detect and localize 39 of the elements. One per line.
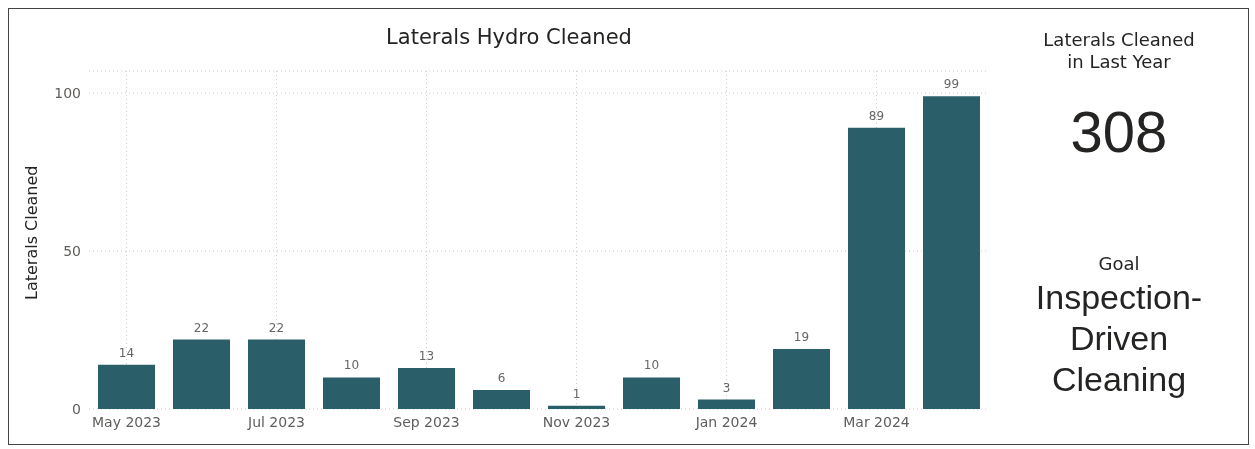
text: 308 [1069, 98, 1169, 166]
x-tick-label: Jul 2023 [247, 413, 305, 430]
bar [248, 339, 305, 409]
bar [698, 399, 755, 409]
data-label: 19 [793, 329, 810, 344]
x-tick-label: Nov 2023 [542, 413, 611, 430]
text: Goal [1097, 253, 1141, 275]
x-tick-label: May 2023 [91, 413, 162, 430]
bar [773, 348, 830, 409]
bar [548, 405, 605, 409]
y-tick-label: 100 [54, 85, 81, 102]
data-label: 3 [722, 380, 731, 395]
bar [923, 96, 980, 409]
data-label: 10 [343, 358, 360, 373]
data-label: 22 [268, 320, 285, 335]
chart-title: Laterals Hydro Cleaned [385, 25, 633, 49]
bar [98, 364, 155, 409]
text: Laterals Cleaned in Last Year [1042, 29, 1196, 73]
bar [848, 127, 905, 409]
bar [323, 377, 380, 409]
data-label: 10 [643, 358, 660, 373]
data-label: 89 [868, 108, 885, 123]
bar [173, 339, 230, 409]
data-label: 99 [943, 77, 960, 92]
x-tick-label: Mar 2024 [843, 413, 910, 430]
x-tick-label: Sep 2023 [393, 413, 460, 430]
data-label: 22 [193, 320, 210, 335]
bar [623, 377, 680, 409]
y-tick-label: 50 [63, 243, 81, 260]
data-label: 14 [118, 345, 135, 360]
y-tick-label: 0 [72, 400, 81, 417]
data-label: 6 [497, 371, 506, 386]
data-label: 13 [418, 348, 435, 363]
data-label: 1 [572, 386, 581, 401]
bar [398, 367, 455, 409]
bar [473, 390, 530, 409]
x-tick-label: Jan 2024 [694, 413, 758, 430]
text: Inspection-Driven Cleaning [1034, 277, 1204, 400]
y-axis-title: Laterals Cleaned [21, 165, 41, 300]
